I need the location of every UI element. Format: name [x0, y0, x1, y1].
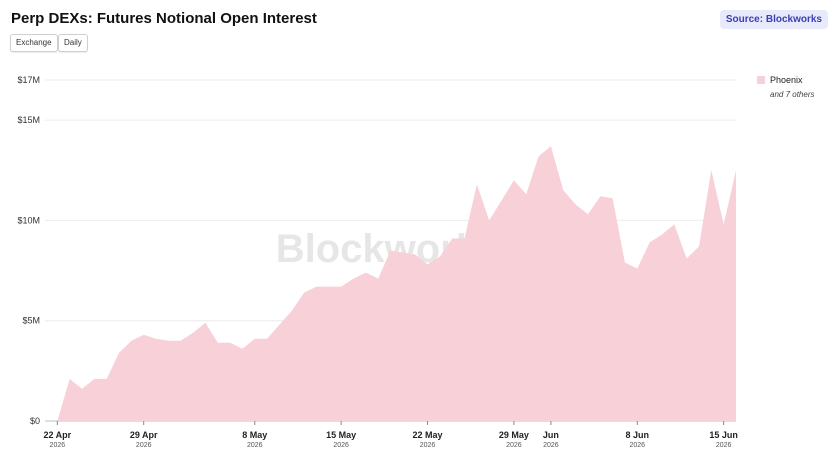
x-tick-year: 2026	[506, 442, 522, 449]
y-axis: $0 $5M $10M $15M $17M	[17, 75, 40, 426]
x-tick-year: 2026	[247, 442, 263, 449]
x-tick-label: 15 May	[326, 430, 356, 440]
y-tick-label: $0	[30, 416, 40, 426]
x-tick-year: 2026	[420, 442, 436, 449]
y-tick-label: $5M	[22, 316, 40, 326]
x-tick-label: Jun	[543, 430, 559, 440]
x-tick-label: 29 Apr	[130, 430, 158, 440]
source-badge[interactable]: Source: Blockworks	[719, 10, 828, 29]
x-tick-label: 8 May	[242, 430, 267, 440]
x-tick-year: 2026	[136, 442, 152, 449]
x-tick-year: 2026	[333, 442, 349, 449]
y-tick-label: $10M	[17, 215, 40, 225]
legend-swatch	[757, 76, 765, 84]
y-tick-label: $17M	[17, 75, 40, 85]
daily-button[interactable]: Daily	[58, 34, 88, 52]
y-tick-label: $15M	[17, 115, 40, 125]
legend-others-note: and 7 others	[770, 90, 815, 99]
chart-title: Perp DEXs: Futures Notional Open Interes…	[11, 10, 317, 27]
legend-item-phoenix[interactable]: Phoenix	[757, 75, 803, 85]
x-tick-year: 2026	[543, 442, 559, 449]
x-tick-year: 2026	[50, 442, 66, 449]
phoenix-area[interactable]	[57, 146, 737, 421]
legend: Phoenix and 7 others	[757, 75, 814, 99]
x-tick-year: 2026	[716, 442, 732, 449]
x-tick-label: 8 Jun	[626, 430, 650, 440]
x-tick-year: 2026	[629, 442, 645, 449]
x-tick-label: 22 Apr	[43, 430, 71, 440]
x-tick-label: 29 May	[499, 430, 529, 440]
x-axis: 22 Apr 2026 29 Apr 2026 8 May 2026 15 May 2026 2…	[43, 421, 738, 449]
x-tick-label: 22 May	[413, 430, 443, 440]
exchange-button[interactable]: Exchange	[10, 34, 58, 52]
legend-label: Phoenix	[770, 75, 803, 85]
x-tick-label: 15 Jun	[709, 430, 738, 440]
